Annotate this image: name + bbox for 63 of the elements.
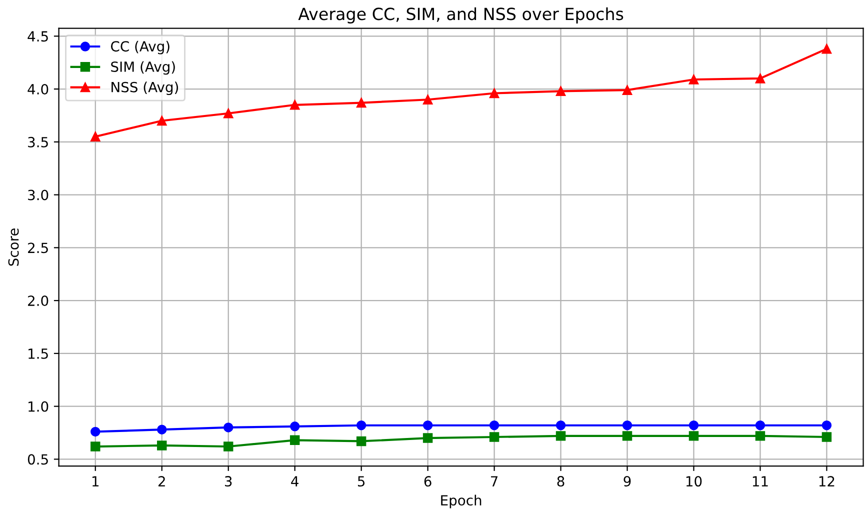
x-tick-label: 8 bbox=[557, 476, 564, 487]
x-tick-label: 4 bbox=[291, 476, 298, 486]
point bbox=[556, 86, 566, 96]
point bbox=[290, 435, 300, 446]
x-tick-label: 9 bbox=[624, 476, 631, 487]
point bbox=[422, 433, 433, 443]
point bbox=[622, 420, 632, 430]
point bbox=[356, 98, 366, 108]
x-tick-label: 10 bbox=[686, 476, 702, 487]
point bbox=[223, 442, 234, 452]
point bbox=[223, 108, 234, 118]
point bbox=[556, 420, 566, 430]
point bbox=[688, 431, 699, 441]
point bbox=[422, 420, 433, 430]
x-tick-label: 11 bbox=[752, 476, 768, 486]
y-tick-label: 2.5 bbox=[28, 242, 48, 254]
chart-title: Average CC, SIM, and NSS over Epochs bbox=[298, 7, 624, 24]
point bbox=[223, 422, 234, 432]
point bbox=[356, 420, 366, 430]
x-tick-label: 2 bbox=[158, 476, 165, 486]
y-tick-label: 4.5 bbox=[28, 31, 48, 42]
point bbox=[90, 132, 100, 142]
point bbox=[622, 85, 632, 95]
point bbox=[157, 116, 167, 126]
point bbox=[622, 431, 632, 441]
point bbox=[822, 420, 832, 430]
y-tick-label: 3.0 bbox=[28, 190, 48, 200]
point bbox=[755, 420, 766, 430]
point bbox=[157, 440, 167, 450]
point bbox=[755, 431, 766, 441]
point bbox=[356, 436, 366, 446]
legend-label: SIM (Avg) bbox=[111, 61, 175, 75]
point bbox=[290, 100, 300, 110]
point bbox=[422, 94, 433, 104]
point bbox=[489, 432, 500, 442]
x-tick-label: 1 bbox=[92, 476, 99, 486]
y-tick-label: 4.0 bbox=[28, 84, 48, 95]
y-tick-label: 2.0 bbox=[28, 296, 48, 306]
point bbox=[90, 442, 100, 452]
point bbox=[822, 432, 832, 442]
legend-label: NSS (Avg) bbox=[112, 82, 178, 96]
y-tick-label: 1.5 bbox=[28, 348, 48, 359]
point bbox=[90, 426, 100, 437]
point bbox=[556, 431, 566, 441]
point bbox=[822, 44, 832, 54]
x-axis-title: Epoch bbox=[441, 494, 482, 508]
x-tick-label: 6 bbox=[424, 476, 432, 487]
point bbox=[157, 424, 167, 434]
point bbox=[755, 74, 766, 84]
x-tick-label: 7 bbox=[491, 476, 498, 486]
y-axis-title: Score bbox=[8, 228, 19, 266]
point bbox=[688, 74, 699, 84]
point bbox=[290, 422, 300, 432]
point bbox=[489, 88, 500, 98]
x-tick-label: 3 bbox=[224, 476, 232, 487]
y-tick-label: 1.0 bbox=[28, 401, 48, 412]
x-tick-label: 5 bbox=[358, 476, 365, 487]
point bbox=[688, 420, 699, 430]
point bbox=[489, 420, 500, 430]
y-tick-label: 0.5 bbox=[28, 454, 48, 465]
legend-label: CC (Avg) bbox=[110, 40, 170, 54]
x-tick-label: 12 bbox=[819, 476, 834, 486]
y-tick-label: 3.5 bbox=[28, 136, 48, 148]
